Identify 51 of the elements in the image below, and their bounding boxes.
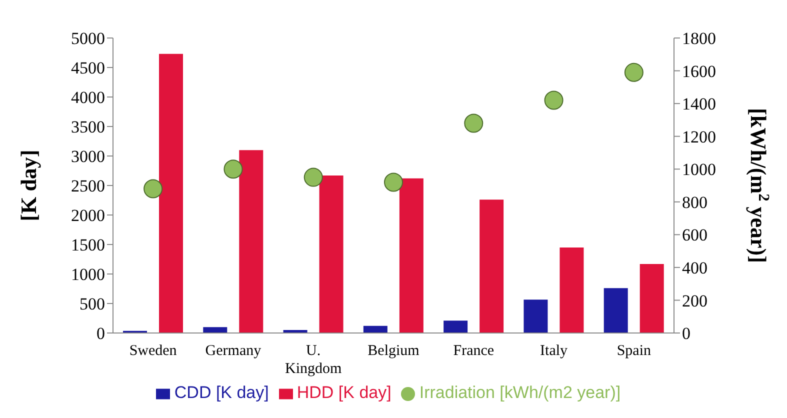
bar — [159, 54, 183, 333]
bar — [560, 247, 584, 333]
bar — [480, 200, 504, 333]
x-tick-label: Sweden — [129, 343, 178, 359]
y2-tick-label: 0 — [682, 324, 690, 344]
bar — [319, 175, 344, 333]
x-tick-label: Italy — [540, 343, 568, 359]
y2-tick-label: 800 — [682, 192, 708, 212]
y-tick-label: 5000 — [71, 29, 105, 48]
legend-label: CDD [K day] — [174, 383, 269, 402]
y2-tick-label: 1600 — [682, 62, 716, 81]
x-tick-label: France — [453, 343, 494, 359]
bar — [399, 178, 424, 333]
x-tick-label: Belgium — [368, 343, 420, 359]
y-tick-label: 0 — [96, 324, 105, 344]
point — [304, 168, 323, 187]
point — [464, 114, 484, 133]
y-tick-label: 1000 — [71, 265, 105, 284]
y-axis-title: [K day] — [16, 150, 41, 222]
y2-tick-label: 1400 — [682, 94, 716, 114]
y2-tick-label: 1800 — [682, 29, 716, 48]
x-tick-label: U. Kingdom — [285, 343, 342, 377]
bar — [203, 327, 228, 333]
point — [544, 90, 564, 110]
x-tick-label: Spain — [616, 343, 652, 359]
y-tick-label: 2500 — [71, 176, 105, 196]
bar — [444, 320, 468, 333]
y-tick-label: 500 — [80, 294, 105, 314]
bar — [239, 150, 264, 333]
point — [144, 179, 163, 198]
y2-tick-label: 600 — [682, 226, 708, 245]
y2-tick-label: 1200 — [682, 127, 716, 146]
x-tick-label: Germany — [205, 343, 262, 359]
bar — [640, 264, 664, 333]
point — [224, 160, 243, 179]
y2-tick-label: 200 — [682, 291, 708, 310]
y-tick-label: 1500 — [71, 236, 105, 255]
point — [384, 172, 403, 192]
legend-label: HDD [K day] — [296, 383, 392, 402]
y2-tick-label: 400 — [682, 258, 708, 278]
bar — [604, 288, 628, 333]
bar — [363, 326, 388, 333]
y-tick-label: 3000 — [71, 147, 105, 166]
y-tick-label: 4000 — [71, 88, 105, 108]
y-tick-label: 2000 — [71, 206, 105, 226]
point — [624, 62, 644, 82]
legend-label: Irradiation [kWh/(m2 year)] — [419, 383, 621, 402]
y-tick-label: 4500 — [71, 58, 105, 78]
bar — [524, 300, 548, 333]
y2-tick-label: 1000 — [682, 160, 716, 180]
y-tick-label: 3500 — [71, 118, 105, 137]
